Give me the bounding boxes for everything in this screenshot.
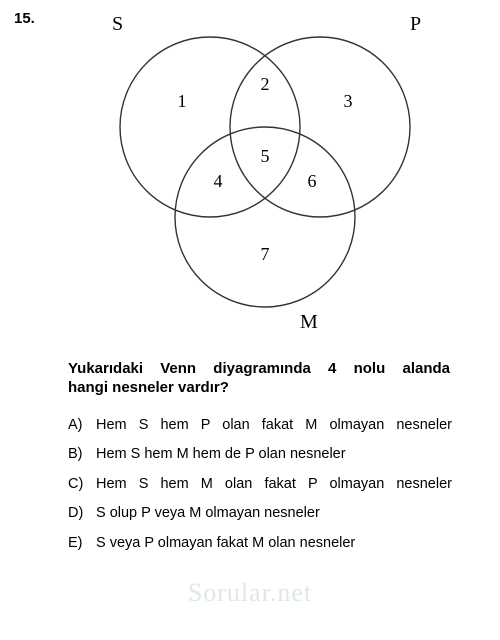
option-text: Hem S hem M hem de P olan nesneler	[96, 445, 452, 465]
option-letter: D)	[68, 504, 96, 524]
watermark: Sorular.net	[0, 578, 500, 608]
option-letter: B)	[68, 445, 96, 465]
venn-set-label-p: P	[410, 13, 421, 35]
venn-diagram: S P M 1 2 3 4 5 6 7	[70, 12, 430, 342]
option-text: Hem S hem P olan fakat M olmayan nesnele…	[96, 416, 452, 436]
option-e[interactable]: E)S veya P olmayan fakat M olan nesneler	[68, 534, 452, 554]
option-b[interactable]: B)Hem S hem M hem de P olan nesneler	[68, 445, 452, 465]
venn-region-7: 7	[261, 244, 270, 264]
option-letter: C)	[68, 475, 96, 495]
venn-region-2: 2	[261, 74, 270, 94]
option-d[interactable]: D)S olup P veya M olmayan nesneler	[68, 504, 452, 524]
venn-region-1: 1	[178, 91, 187, 111]
option-c[interactable]: C)Hem S hem M olan fakat P olmayan nesne…	[68, 475, 452, 495]
option-text: Hem S hem M olan fakat P olmayan nesnele…	[96, 475, 452, 495]
venn-region-4: 4	[214, 171, 223, 191]
option-text: S veya P olmayan fakat M olan nesneler	[96, 534, 452, 554]
option-letter: E)	[68, 534, 96, 554]
venn-svg: S P M 1 2 3 4 5 6 7	[70, 12, 430, 342]
option-text: S olup P veya M olmayan nesneler	[96, 504, 452, 524]
question-line-2: hangi nesneler vardır?	[68, 379, 450, 398]
venn-region-6: 6	[308, 171, 317, 191]
question-line-1: Yukarıdaki Venn diyagramında 4 nolu alan…	[68, 360, 450, 377]
venn-set-label-m: M	[300, 311, 318, 333]
venn-region-5: 5	[261, 146, 270, 166]
question-text: Yukarıdaki Venn diyagramında 4 nolu alan…	[68, 360, 450, 398]
option-a[interactable]: A)Hem S hem P olan fakat M olmayan nesne…	[68, 416, 452, 436]
options-list: A)Hem S hem P olan fakat M olmayan nesne…	[68, 416, 452, 554]
venn-region-3: 3	[344, 91, 353, 111]
venn-set-label-s: S	[112, 13, 123, 35]
question-number: 15.	[14, 10, 35, 27]
option-letter: A)	[68, 416, 96, 436]
